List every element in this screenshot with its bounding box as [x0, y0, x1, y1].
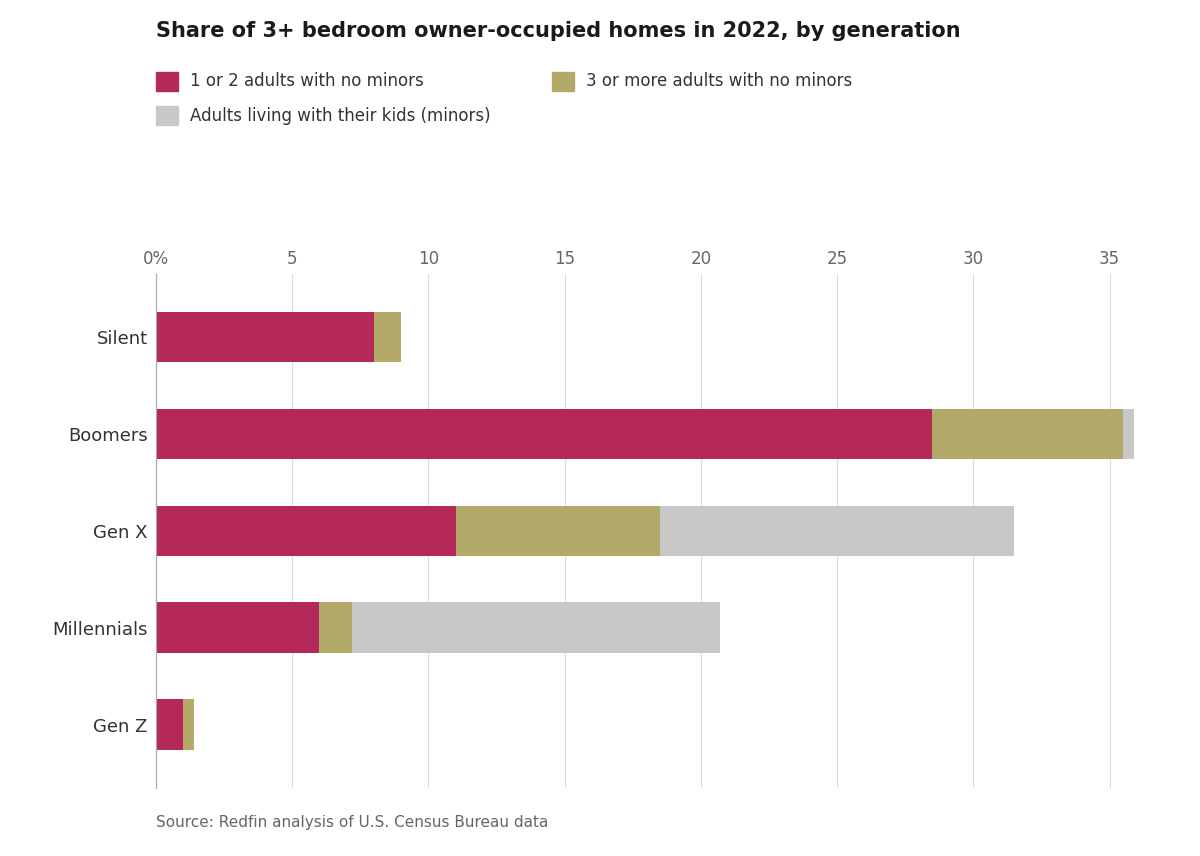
Bar — [660, 506, 1014, 556]
Text: Adults living with their kids (minors): Adults living with their kids (minors) — [190, 106, 491, 125]
Text: Share of 3+ bedroom owner-occupied homes in 2022, by generation: Share of 3+ bedroom owner-occupied homes… — [156, 21, 961, 41]
Bar — [184, 699, 194, 750]
Text: 3 or more adults with no minors: 3 or more adults with no minors — [586, 72, 852, 91]
Bar — [156, 312, 374, 362]
Bar — [156, 408, 932, 459]
Bar — [319, 603, 352, 653]
Bar — [932, 408, 1123, 459]
Bar — [156, 506, 456, 556]
Bar — [352, 603, 720, 653]
Bar — [1123, 408, 1134, 459]
Bar — [374, 312, 401, 362]
Bar — [456, 506, 660, 556]
Text: 1 or 2 adults with no minors: 1 or 2 adults with no minors — [190, 72, 424, 91]
Bar — [156, 603, 319, 653]
Text: Source: Redfin analysis of U.S. Census Bureau data: Source: Redfin analysis of U.S. Census B… — [156, 815, 548, 830]
Bar — [156, 699, 184, 750]
